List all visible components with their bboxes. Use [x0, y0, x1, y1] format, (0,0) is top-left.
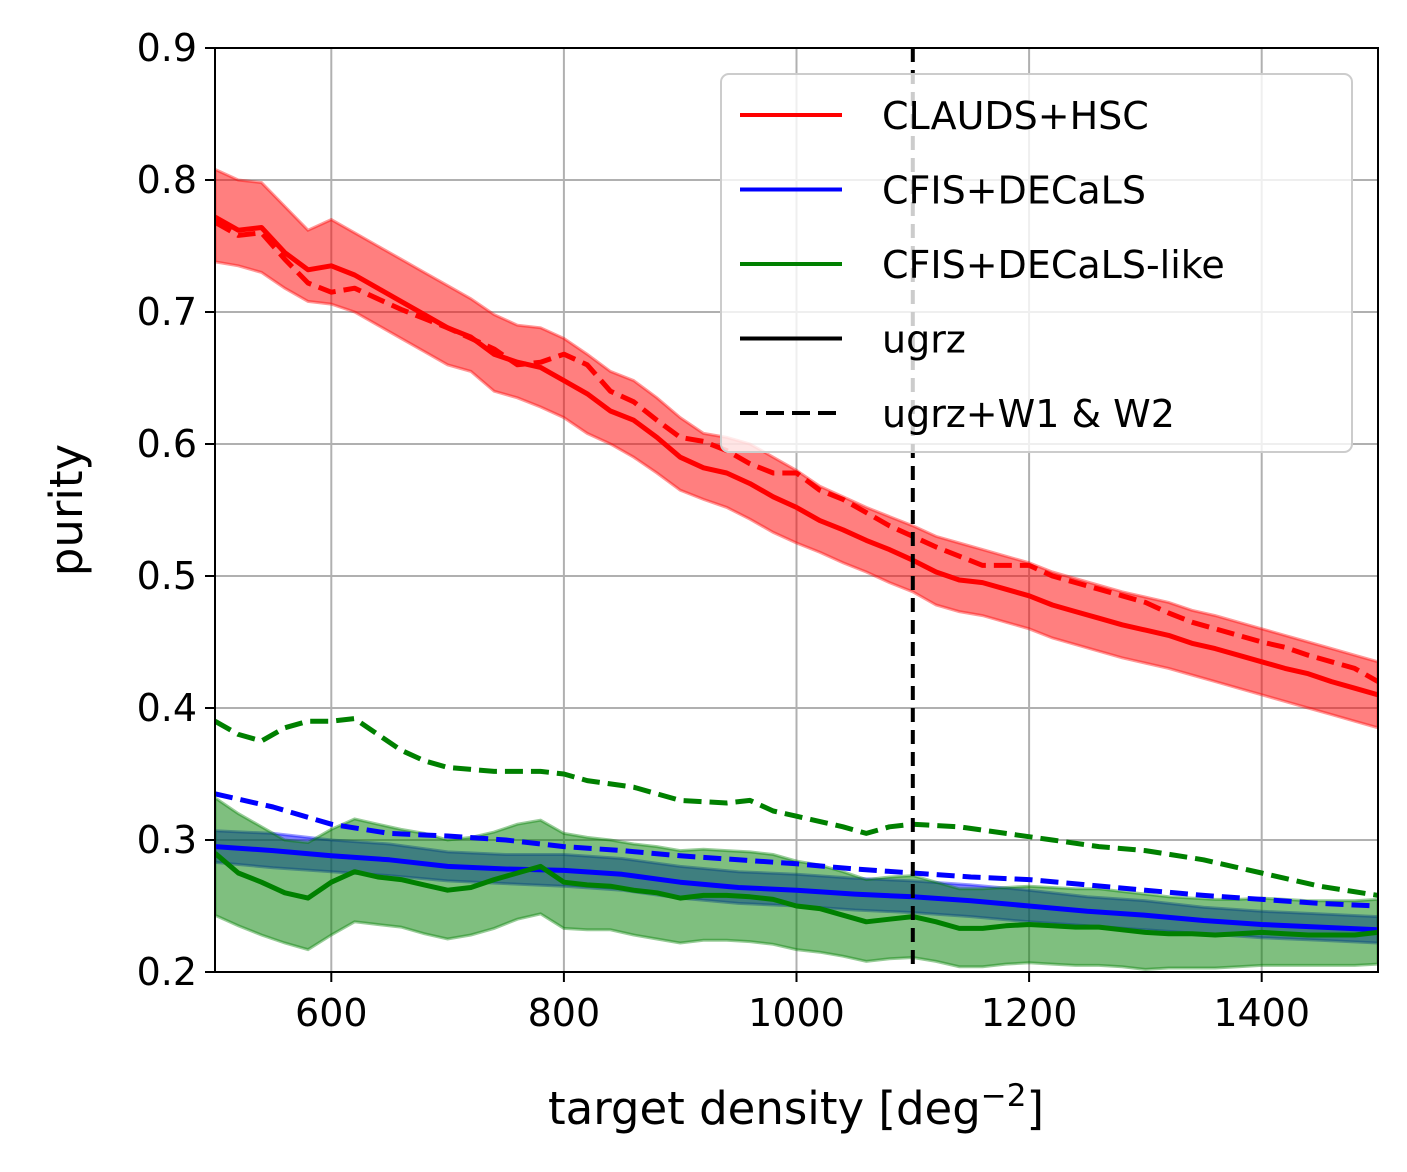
y-axis-label: purity [40, 444, 93, 576]
cfis-decals-like-ugrz-line [215, 851, 1378, 938]
cfis-decals-ugrz-w1-w2-line [215, 791, 1378, 909]
x-axis-ticks: 600 800 1000 1200 1400 [295, 972, 1310, 1035]
cfis-decals-like-ugrz-w1-w2-line [215, 716, 1378, 898]
y-tick-label: 0.7 [137, 290, 197, 334]
series-lines [215, 214, 1378, 938]
x-axis-label: target density [deg−2] [548, 1078, 1044, 1135]
x-tick-label: 1400 [1213, 991, 1310, 1035]
x-tick-label: 1000 [748, 991, 845, 1035]
legend-label-cfis-decals: CFIS+DECaLS [882, 169, 1146, 213]
x-tick-label: 600 [295, 991, 368, 1035]
legend-label-cfis-decals-like: CFIS+DECaLS-like [882, 243, 1225, 287]
legend-label-ugrz: ugrz [882, 318, 966, 362]
clauds-hsc-ugrz-band [215, 167, 1378, 730]
legend-label-clauds-hsc: CLAUDS+HSC [882, 94, 1149, 138]
x-axis-label-end: ] [1026, 1082, 1044, 1135]
clauds-hsc-ugrz-line [215, 214, 1378, 698]
y-tick-label: 0.4 [137, 686, 197, 730]
cfis-decals-ugrz-line [215, 844, 1378, 933]
clauds-hsc-ugrz-w1-w2-line [215, 220, 1378, 684]
y-tick-label: 0.6 [137, 422, 197, 466]
legend: CLAUDS+HSC CFIS+DECaLS CFIS+DECaLS-like ugr… [720, 73, 1353, 453]
x-tick-label: 1200 [981, 991, 1078, 1035]
y-tick-label: 0.5 [137, 554, 197, 598]
y-tick-label: 0.8 [137, 158, 197, 202]
x-tick-label: 800 [528, 991, 601, 1035]
y-tick-label: 0.2 [137, 950, 197, 994]
legend-label-ugrz-w1-w2: ugrz+W1 & W2 [882, 392, 1175, 436]
y-tick-label: 0.9 [137, 26, 197, 70]
y-tick-label: 0.3 [137, 818, 197, 862]
legend-box [720, 73, 1353, 453]
x-axis-label-exponent: −2 [981, 1078, 1027, 1114]
y-axis-ticks: 0.2 0.3 0.4 0.5 0.6 0.7 0.8 0.9 [137, 26, 215, 994]
